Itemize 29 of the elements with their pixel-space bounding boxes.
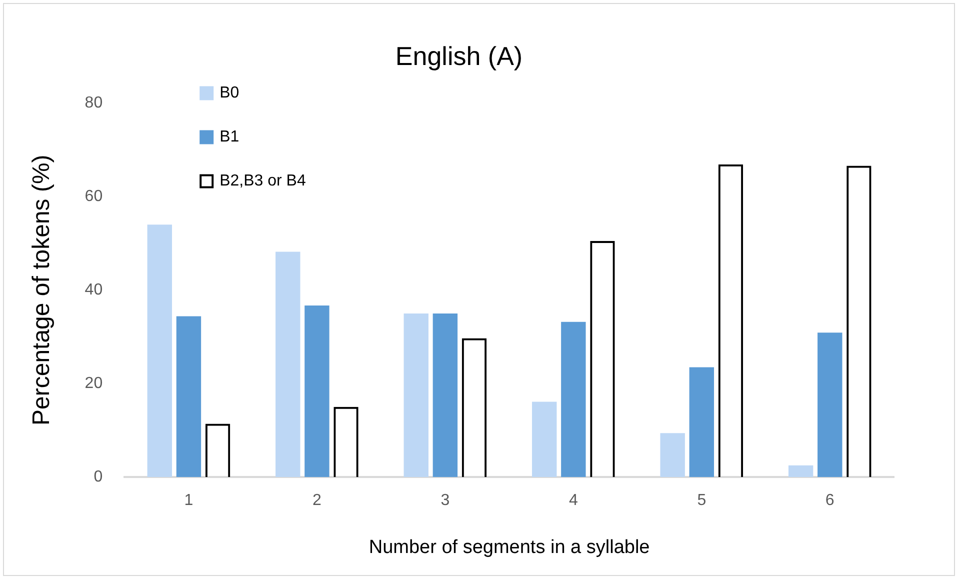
x-tick-label: 4 xyxy=(568,492,578,510)
legend-label: B1 xyxy=(220,128,240,146)
x-tick-label: 2 xyxy=(312,492,322,510)
bar xyxy=(432,313,458,477)
bar xyxy=(660,433,685,477)
x-tick-label: 6 xyxy=(825,492,834,510)
y-tick-label: 20 xyxy=(84,374,103,392)
bar xyxy=(276,252,300,477)
chart-title: English (A) xyxy=(395,40,523,71)
y-tick-label: 40 xyxy=(84,282,103,299)
x-axis-title: Number of segments in a syllable xyxy=(368,536,650,558)
legend-label: B0 xyxy=(220,84,240,102)
y-tick-label: 60 xyxy=(84,188,103,206)
bar xyxy=(176,316,202,477)
bar xyxy=(689,367,714,477)
bar xyxy=(818,332,842,477)
bar xyxy=(788,465,814,477)
bar xyxy=(147,224,172,477)
x-tick-label: 1 xyxy=(184,492,194,510)
bar xyxy=(561,322,586,477)
y-tick-label: 0 xyxy=(94,468,103,486)
bar xyxy=(304,306,330,477)
y-tick-label: 80 xyxy=(84,94,103,112)
x-tick-label: 5 xyxy=(697,492,706,510)
bar xyxy=(532,402,557,477)
y-axis-title: Percentage of tokens (%) xyxy=(28,154,56,426)
legend-label: B2,B3 or B4 xyxy=(220,172,306,190)
bar xyxy=(404,313,428,477)
x-tick-label: 3 xyxy=(440,492,450,510)
